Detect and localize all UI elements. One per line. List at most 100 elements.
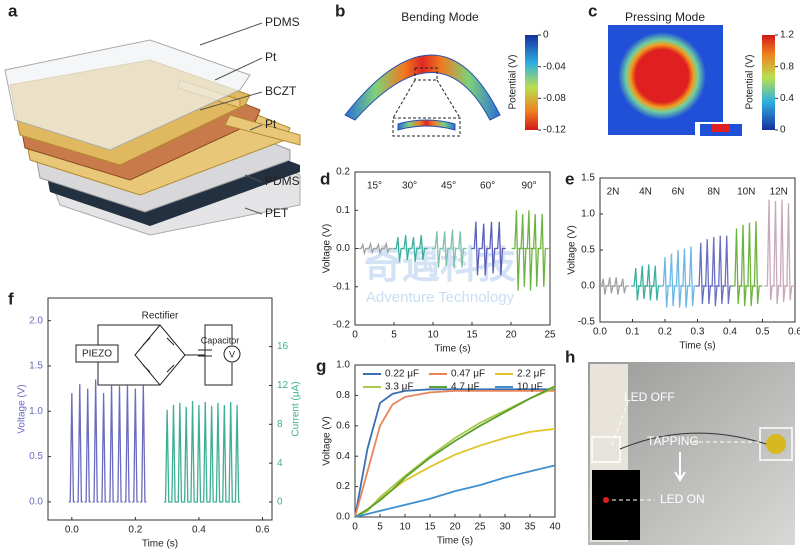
spike	[100, 393, 107, 503]
x-tick-label: 0.2	[128, 525, 142, 536]
y-tick-label: 0.2	[336, 167, 350, 178]
x-axis-label: Time (s)	[142, 539, 178, 550]
spike	[751, 221, 763, 305]
layer-label: PDMS	[265, 15, 300, 29]
layer-label: Pt	[265, 50, 277, 64]
x-tick-label: 25	[474, 522, 486, 533]
pressing-spot	[618, 32, 706, 120]
x-axis-label: Time (s)	[437, 536, 473, 547]
x-tick-label: 40	[549, 522, 561, 533]
series-label: 15°	[367, 181, 382, 192]
spike	[214, 402, 222, 503]
y-tick-label: 2.0	[29, 315, 43, 326]
y-tick-label: 0.0	[336, 512, 350, 523]
layer-label: BCZT	[265, 84, 297, 98]
panel-label: b	[335, 1, 345, 20]
x-tick-label: 35	[524, 522, 536, 533]
series-label: 30°	[402, 181, 417, 192]
piezo-box	[75, 344, 119, 363]
y-tick-label: -0.5	[578, 317, 596, 328]
plot-frame	[47, 297, 273, 521]
series-label: 60°	[480, 181, 495, 192]
y-tick-label: 0.0	[29, 497, 43, 508]
y-tick-label: 0.0	[581, 281, 595, 292]
spike	[195, 404, 203, 503]
spike	[715, 235, 727, 305]
spike	[455, 231, 467, 268]
line	[354, 464, 556, 518]
y-tick-label: 0.5	[29, 451, 43, 462]
inset-spot	[712, 124, 730, 132]
y-tick-label: -0.2	[333, 320, 351, 331]
legend-label: 0.22 μF	[385, 369, 419, 380]
y-tick-label: 0.2	[336, 481, 350, 492]
spike	[416, 235, 428, 261]
x-tick-label: 0.5	[756, 327, 770, 338]
y2-axis-label: Current (μA)	[291, 381, 302, 436]
spike	[170, 404, 177, 503]
y-axis-label: Voltage (V)	[322, 416, 333, 465]
highlight	[591, 436, 621, 463]
legend-label: 0.47 μF	[451, 369, 485, 380]
line	[354, 388, 555, 518]
x-tick-label: 5	[377, 522, 383, 533]
series-label: 12N	[770, 187, 788, 198]
colorbar-label: Potential (V)	[508, 54, 519, 109]
layer-label: PET	[265, 206, 289, 220]
spike	[221, 404, 228, 503]
y-tick-label: 0.6	[336, 420, 350, 431]
series-label: 6N	[672, 187, 685, 198]
layer-label: Pt	[265, 117, 277, 131]
series-label: 10N	[737, 187, 755, 198]
x-tick-label: 0.6	[788, 327, 800, 338]
y-tick-label: 0.1	[336, 205, 350, 216]
spike	[189, 400, 196, 503]
colorbar-label: Potential (V)	[745, 54, 756, 109]
x-tick-label: 0.0	[593, 327, 607, 338]
circuit	[97, 324, 241, 386]
y-tick-label: 1.0	[336, 360, 350, 371]
spike	[116, 385, 123, 503]
x-tick-label: 0.0	[65, 525, 79, 536]
spike	[124, 384, 131, 503]
spike	[738, 224, 750, 307]
panel-label: e	[565, 169, 574, 188]
x-tick-label: 20	[505, 330, 517, 341]
x-axis-label: Time (s)	[434, 344, 470, 355]
y-tick-label: 0.0	[336, 243, 350, 254]
x-tick-label: 0.6	[256, 525, 270, 536]
x-tick-label: 0.1	[626, 327, 640, 338]
wire	[619, 432, 767, 450]
y2-tick-label: 8	[277, 419, 283, 430]
x-tick-label: 20	[449, 522, 461, 533]
legend-label: 4.7 μF	[451, 382, 480, 393]
spike	[731, 228, 743, 305]
spike	[84, 388, 91, 503]
spike	[744, 222, 756, 307]
series-label: 90°	[522, 181, 537, 192]
circuit-label: PIEZO	[82, 349, 112, 360]
y-tick-label: 0.8	[336, 390, 350, 401]
panel-label: h	[565, 347, 575, 366]
spike	[108, 384, 115, 503]
dark-inset	[592, 470, 640, 540]
zoom-lines	[392, 79, 461, 119]
spike	[686, 246, 698, 307]
y2-tick-label: 4	[277, 458, 283, 469]
series-label: 45°	[441, 181, 456, 192]
watermark: Adventure Technology	[366, 289, 515, 306]
colorbar-tick-label: 0.8	[780, 61, 794, 72]
x-tick-label: 15	[424, 522, 436, 533]
panel-label: a	[8, 1, 18, 20]
y-tick-label: 0.4	[336, 451, 350, 462]
y-tick-label: 1.0	[29, 406, 43, 417]
spike	[233, 404, 241, 503]
spike	[650, 265, 662, 301]
panel-title: Bending Mode	[401, 10, 479, 24]
spike	[68, 393, 76, 503]
y-axis-label: Voltage (V)	[17, 384, 28, 433]
x-axis-label: Time (s)	[679, 341, 715, 352]
layer-label: PDMS	[265, 174, 300, 188]
device-illustration	[4, 22, 301, 236]
x-tick-label: 0.4	[192, 525, 206, 536]
